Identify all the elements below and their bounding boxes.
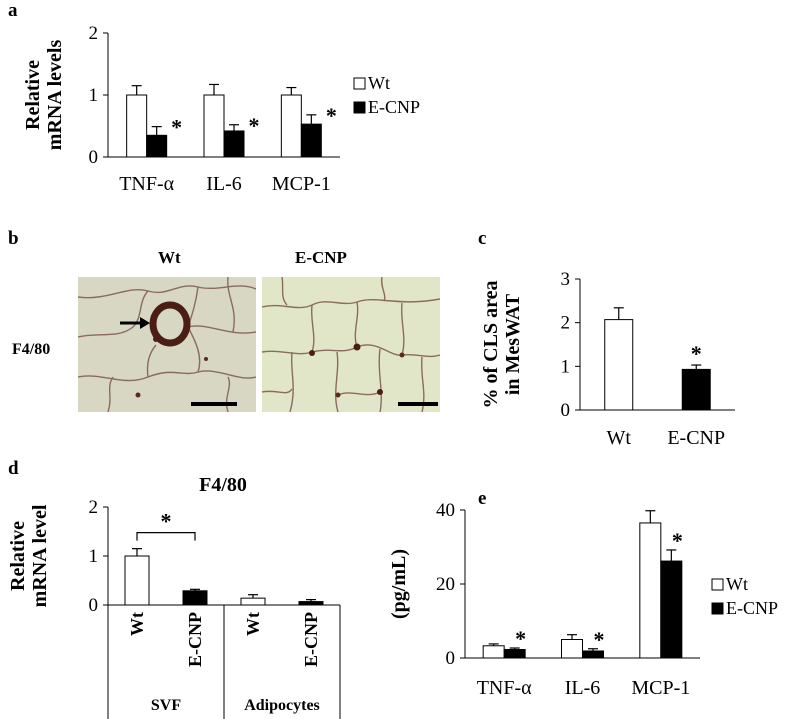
chart-a-bar: [203, 94, 225, 158]
chart-a-y-tick-label: 2: [89, 23, 99, 44]
chart-e-y-tick-label: 20: [436, 574, 455, 595]
chart-a-x-tick-label: TNF-α: [119, 173, 174, 195]
chart-a-legend-label: Wt: [368, 73, 390, 93]
chart-e-legend-swatch: [711, 602, 724, 615]
micrograph-row-label: F4/80: [12, 341, 51, 358]
micrograph-title-ecnp: E-CNP: [295, 248, 347, 267]
panel-letter-d: d: [8, 458, 19, 479]
chart-a-legend-label: E-CNP: [368, 97, 420, 117]
chart-a-bar: [300, 123, 322, 158]
chart-d-bar: [182, 590, 208, 606]
chart-e-y-tick-label: 40: [436, 500, 455, 521]
panel-letter-a: a: [8, 0, 18, 21]
chart-e-bar: [582, 650, 604, 659]
chart-d-bar: [298, 601, 324, 606]
chart-e-x-tick-label: TNF-α: [477, 677, 532, 699]
chart-e-y-axis-label: (pg/mL): [388, 549, 410, 619]
panel-letter-e: e: [478, 488, 487, 509]
panel-letter-b: b: [8, 228, 19, 249]
chart-d-y-axis-label: mRNA level: [29, 504, 51, 607]
chart-e-legend-label: E-CNP: [726, 598, 778, 618]
chart-d-bar: [240, 597, 266, 606]
chart-e-x-tick-label: MCP-1: [631, 677, 690, 699]
chart-a-y-tick-label: 1: [89, 85, 99, 106]
chart-e-bar: [660, 560, 683, 659]
chart-c-significance: *: [691, 341, 702, 366]
chart-e-bar: [561, 639, 583, 659]
chart-e-x-tick-label: IL-6: [565, 677, 601, 699]
chart-d-x-tick-label: Wt: [127, 612, 147, 636]
chart-a-legend-swatch: [353, 101, 366, 114]
chart-d-x-tick-label: E-CNP: [301, 612, 321, 667]
chart-a-bar: [126, 94, 148, 158]
chart-c-bar: [604, 319, 634, 411]
chart-a-y-axis-label: Relative: [22, 60, 44, 130]
chart-e-significance: *: [594, 627, 605, 652]
micrograph-title-wt: Wt: [158, 248, 181, 267]
chart-d-y-axis-label: Relative: [7, 521, 29, 591]
chart-e-legend-swatch: [711, 578, 724, 591]
chart-c-bar: [681, 368, 711, 411]
chart-c-y-tick-label: 1: [561, 356, 571, 377]
chart-a-bar: [280, 94, 302, 158]
scale-bar-ecnp: [398, 402, 438, 406]
chart-c-y-tick-label: 0: [561, 400, 571, 421]
chart-d-y-tick-label: 2: [89, 497, 99, 518]
chart-d-group-label: Adipocytes: [244, 697, 320, 714]
chart-d-bar: [124, 555, 150, 606]
chart-e-significance: *: [515, 626, 526, 651]
chart-e-significance: *: [672, 528, 683, 553]
chart-e-y-tick-label: 0: [446, 648, 456, 669]
chart-a-bar: [223, 130, 245, 158]
scale-bar-wt: [191, 402, 237, 406]
chart-d-y-tick-label: 1: [89, 546, 99, 567]
micrograph-ecnp-image: [262, 277, 440, 412]
chart-e-bar: [639, 522, 662, 659]
chart-c-y-axis-label: in MesWAT: [502, 293, 524, 395]
chart-d-y-tick-label: 0: [89, 595, 99, 616]
chart-e-bar: [482, 645, 505, 659]
chart-c-x-tick-label: Wt: [607, 427, 632, 449]
chart-d-title: F4/80: [199, 474, 247, 496]
chart-a-significance: *: [249, 113, 260, 138]
chart-a-y-tick-label: 0: [89, 147, 99, 168]
chart-d-x-tick-label: E-CNP: [185, 612, 205, 667]
panel-letter-c: c: [478, 228, 487, 249]
chart-a-significance: *: [326, 103, 337, 128]
micrograph-wt-image: [78, 277, 256, 412]
chart-a-bar: [146, 134, 168, 158]
chart-a-significance: *: [171, 115, 182, 140]
chart-c-y-tick-label: 3: [561, 269, 571, 290]
chart-d-significance: *: [161, 509, 172, 534]
chart-a-x-tick-label: IL-6: [206, 173, 242, 195]
chart-a-legend-swatch: [353, 77, 366, 90]
micrograph-ecnp: [262, 277, 440, 412]
chart-a-y-axis-label: mRNA levels: [44, 40, 66, 151]
chart-d-group-label: SVF: [151, 697, 181, 714]
chart-a-x-tick-label: MCP-1: [272, 173, 331, 195]
chart-c-x-tick-label: E-CNP: [667, 427, 725, 449]
chart-c-y-tick-label: 2: [561, 313, 571, 334]
chart-c-y-axis-label: % of CLS area: [480, 281, 502, 409]
chart-d-x-tick-label: Wt: [243, 612, 263, 636]
chart-d-significance-bracket: [136, 532, 196, 541]
chart-e-legend-label: Wt: [726, 574, 748, 594]
micrograph-wt: [78, 277, 256, 412]
